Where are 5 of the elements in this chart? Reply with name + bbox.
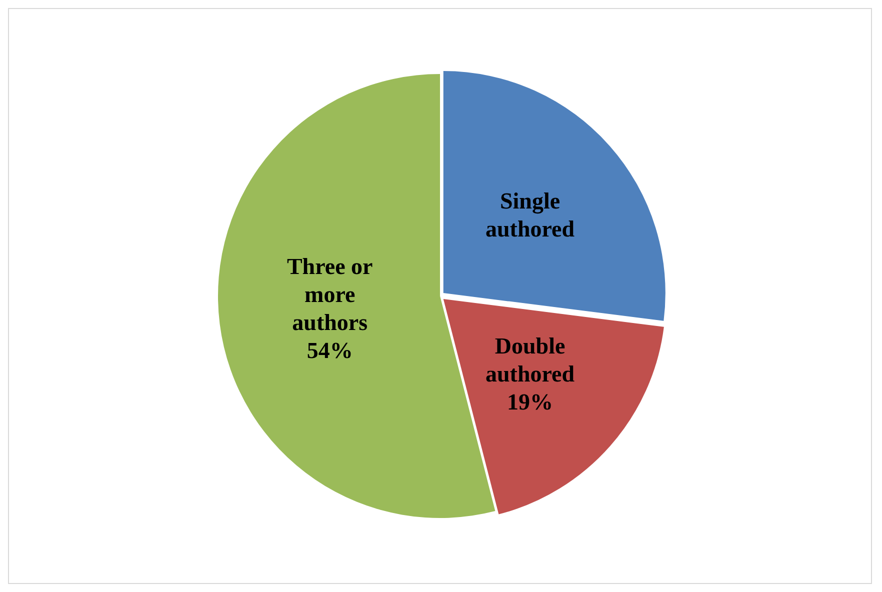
data-label: 19% [507, 389, 554, 414]
slice-label: Single authored [485, 188, 575, 242]
data-label: 54% [306, 338, 353, 363]
slice-label: Double authored [485, 333, 575, 386]
slice-label: Three or more authors [286, 254, 373, 335]
